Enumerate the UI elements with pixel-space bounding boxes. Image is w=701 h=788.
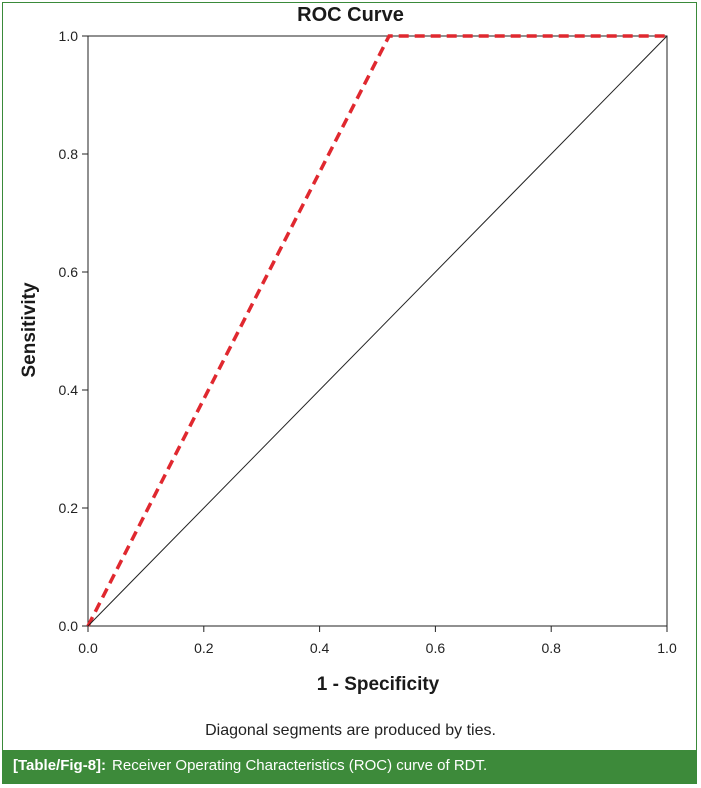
y-tick-label: 0.8: [59, 146, 79, 162]
y-tick-label: 0.2: [59, 500, 79, 516]
x-tick-label: 1.0: [657, 640, 677, 656]
figure-caption: [Table/Fig-8]: Receiver Operating Charact…: [3, 750, 696, 783]
reference-diagonal-line: [87, 35, 668, 627]
roc-chart: 0.0 0.2 0.4 0.6 0.8 1.0 0.0 0.2 0.4 0.6 0.8 1.0: [59, 28, 677, 656]
x-tick-label: 0.8: [541, 640, 561, 656]
caption-text: Receiver Operating Characteristics (ROC)…: [112, 757, 488, 774]
y-tick-label: 1.0: [59, 28, 79, 44]
y-tick-label: 0.0: [59, 618, 79, 634]
x-tick-label: 0.6: [426, 640, 446, 656]
chart-annotation: Diagonal segments are produced by ties.: [205, 722, 496, 739]
roc-curve-line: [86, 34, 667, 627]
x-tick-label: 0.4: [310, 640, 330, 656]
x-axis-label: 1 - Specificity: [316, 674, 440, 695]
chart-title: ROC Curve: [297, 4, 404, 26]
x-tick-label: 0.0: [78, 640, 98, 656]
y-tick-label: 0.4: [59, 382, 79, 398]
y-tick-label: 0.6: [59, 264, 79, 280]
caption-tag: [Table/Fig-8]:: [13, 757, 107, 774]
x-tick-label: 0.2: [194, 640, 214, 656]
